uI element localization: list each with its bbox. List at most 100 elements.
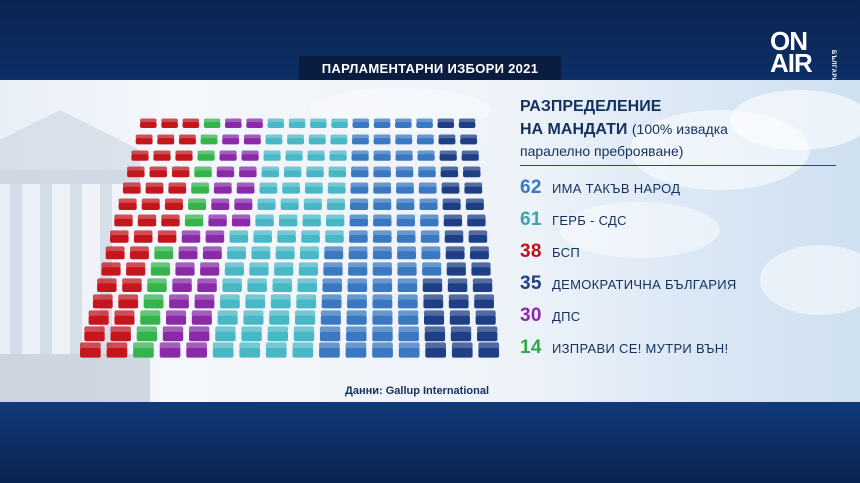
- seat: [398, 326, 419, 342]
- seat: [188, 198, 207, 210]
- seat: [261, 166, 279, 178]
- seat: [88, 310, 109, 325]
- seat: [251, 246, 271, 260]
- seat: [395, 134, 413, 145]
- seat: [346, 310, 367, 325]
- seat: [227, 246, 246, 260]
- seat: [419, 198, 438, 210]
- seat: [331, 118, 348, 128]
- seat: [283, 166, 302, 178]
- seat: [373, 118, 391, 128]
- seat: [372, 310, 393, 325]
- seat: [197, 278, 217, 292]
- legend-title-line1: РАЗПРЕДЕЛЕНИЕ: [520, 98, 662, 115]
- seat: [110, 230, 129, 243]
- seat: [159, 342, 181, 358]
- channel-logo: ON AIR БЪЛГАРИЯ: [770, 28, 840, 88]
- seat: [398, 310, 419, 325]
- seat: [168, 182, 187, 194]
- seat: [285, 150, 303, 161]
- seat: [449, 310, 470, 325]
- seat: [320, 310, 341, 325]
- seat: [348, 262, 368, 276]
- seat: [396, 230, 416, 243]
- seat: [321, 294, 342, 309]
- seat: [122, 278, 142, 292]
- seat: [131, 150, 149, 161]
- seat: [275, 246, 295, 260]
- seat: [205, 230, 225, 243]
- seat: [202, 246, 222, 260]
- seat: [441, 182, 460, 194]
- seat: [114, 214, 133, 227]
- seat: [161, 214, 180, 227]
- seat: [184, 214, 204, 227]
- seat: [265, 342, 287, 358]
- seat: [211, 198, 230, 210]
- seat: [397, 278, 418, 292]
- seat: [157, 134, 175, 145]
- seat: [145, 182, 164, 194]
- seat: [239, 342, 261, 358]
- seat: [84, 326, 105, 342]
- seat: [448, 294, 469, 309]
- seat: [424, 310, 445, 325]
- seat: [308, 134, 326, 145]
- seat: [292, 342, 314, 358]
- seat: [191, 182, 209, 194]
- legend-seat-count: 61: [520, 209, 542, 230]
- seat: [272, 278, 292, 292]
- seat: [126, 262, 146, 276]
- seat: [395, 118, 412, 128]
- legend-seat-count: 30: [520, 305, 542, 326]
- seat: [182, 118, 200, 128]
- seat: [298, 262, 318, 276]
- seat: [243, 310, 264, 325]
- legend-row: 35 ДЕМОКРАТИЧНА БЪЛГАРИЯ: [520, 268, 840, 300]
- seat: [478, 342, 500, 358]
- seat: [396, 214, 415, 227]
- seat: [297, 278, 317, 292]
- legend-party-name: ДПС: [552, 309, 581, 324]
- seat: [474, 294, 494, 309]
- seat: [307, 150, 325, 161]
- legend-seat-count: 62: [520, 177, 542, 198]
- seat: [80, 342, 101, 358]
- seat: [302, 214, 321, 227]
- seat: [246, 118, 263, 128]
- seat: [372, 278, 393, 292]
- seat: [322, 278, 342, 292]
- header-title: ПАРЛАМЕНТАРНИ ИЗБОРИ 2021: [299, 56, 561, 80]
- seat: [191, 310, 212, 325]
- seat: [164, 198, 183, 210]
- seat: [197, 150, 215, 161]
- seat: [245, 294, 266, 309]
- seat: [306, 166, 324, 178]
- seat: [422, 278, 443, 292]
- seat: [352, 134, 369, 145]
- data-source: Данни: Gallup International: [345, 385, 490, 397]
- logo-line2: AIR: [770, 48, 813, 79]
- seat: [263, 150, 281, 161]
- seat: [186, 342, 207, 358]
- legend-row: 38 БСП: [520, 236, 840, 268]
- seat: [319, 342, 340, 358]
- seat: [130, 246, 149, 260]
- seat: [241, 150, 259, 161]
- seat: [203, 118, 221, 128]
- seat: [349, 214, 368, 227]
- seat: [239, 166, 257, 178]
- seat: [229, 230, 249, 243]
- legend-party-name: ДЕМОКРАТИЧНА БЪЛГАРИЯ: [552, 277, 737, 292]
- seat: [326, 214, 345, 227]
- seat: [323, 262, 343, 276]
- seat: [372, 326, 393, 342]
- seat: [301, 230, 320, 243]
- seat: [243, 134, 261, 145]
- legend-divider: [520, 165, 836, 166]
- seat: [303, 198, 322, 210]
- seat: [135, 134, 153, 145]
- seat: [349, 230, 368, 243]
- bottom-band: [0, 402, 860, 483]
- seat: [249, 262, 269, 276]
